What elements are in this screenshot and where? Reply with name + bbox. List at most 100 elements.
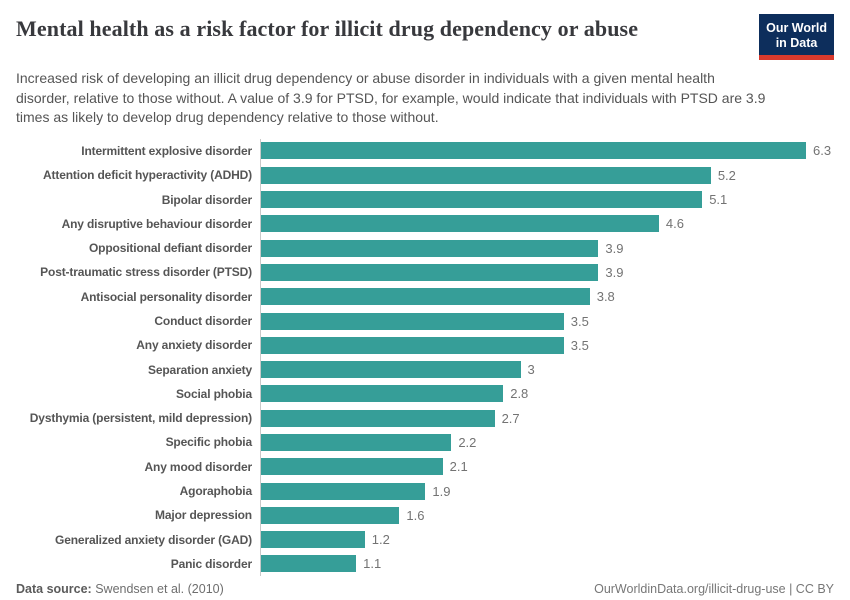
bar-track: 3.8: [260, 284, 834, 309]
value-label: 3.5: [570, 337, 589, 353]
chart-row: Dysthymia (persistent, mild depression) 2…: [16, 406, 834, 431]
bar-track: 3.5: [260, 333, 834, 358]
bar[interactable]: [261, 555, 357, 573]
category-label: Separation anxiety: [147, 362, 252, 377]
chart-row: Intermittent explosive disorder 6.3: [16, 138, 834, 164]
bar-track: 1.6: [260, 503, 834, 528]
bar[interactable]: [261, 142, 806, 160]
bar-track: 4.6: [260, 211, 834, 236]
value-label: 1.9: [432, 483, 451, 499]
value-label: 1.6: [406, 507, 425, 523]
bar-track: 2.7: [260, 406, 834, 431]
category-label: Generalized anxiety disorder (GAD): [55, 532, 252, 547]
category-label: Oppositional defiant disorder: [89, 241, 252, 256]
value-label: 2.8: [510, 386, 529, 402]
data-source-label: Data source:: [16, 582, 92, 597]
bar-track: 3.9: [260, 235, 834, 261]
bar[interactable]: [261, 433, 452, 451]
header: Mental health as a risk factor for illic…: [16, 14, 834, 60]
bar[interactable]: [261, 215, 659, 233]
bar-track: 3.9: [260, 260, 834, 285]
bar[interactable]: [261, 263, 599, 281]
category-label: Any disruptive behaviour disorder: [61, 216, 253, 231]
bar[interactable]: [261, 482, 426, 500]
category-label: Bipolar disorder: [161, 192, 252, 207]
bar-chart: Intermittent explosive disorder 6.3 Attent…: [16, 138, 834, 577]
category-label: Conduct disorder: [154, 314, 252, 328]
value-label: 1.1: [363, 556, 382, 572]
chart-row: Panic disorder 1.1: [16, 551, 834, 577]
chart-subtitle: Increased risk of developing an illicit …: [16, 70, 766, 126]
category-label: Panic disorder: [170, 556, 252, 571]
chart-row: Oppositional defiant disorder 3.9: [16, 235, 834, 261]
chart-row: Conduct disorder 3.5: [16, 308, 834, 334]
value-label: 2.1: [449, 459, 468, 475]
owid-logo: Our World in Data: [759, 14, 834, 60]
bar[interactable]: [261, 409, 495, 427]
bar-track: 2.8: [260, 381, 834, 407]
data-source-value: Swendsen et al. (2010): [91, 582, 224, 597]
bar-track: 1.2: [260, 527, 834, 552]
chart-rows: Intermittent explosive disorder 6.3 Attent…: [16, 138, 834, 577]
chart-row: Attention deficit hyperactivity (ADHD) 5.…: [16, 163, 834, 188]
bar-track: 1.1: [260, 551, 834, 577]
value-label: 5.1: [709, 192, 728, 208]
chart-row: Separation anxiety 3: [16, 357, 834, 382]
value-label: 3.8: [596, 289, 615, 305]
category-label: Dysthymia (persistent, mild depression): [29, 411, 252, 426]
bar[interactable]: [261, 288, 590, 306]
chart-row: Generalized anxiety disorder (GAD) 1.2: [16, 527, 834, 552]
bar[interactable]: [261, 531, 365, 549]
bar-track: 2.2: [260, 430, 834, 455]
owid-logo-line2: in Data: [775, 36, 818, 50]
chart-row: Any disruptive behaviour disorder 4.6: [16, 211, 834, 236]
bar-track: 3: [260, 357, 834, 382]
bar-track: 6.3: [260, 138, 834, 164]
category-label: Any mood disorder: [144, 459, 253, 474]
chart-row: Agoraphobia 1.9: [16, 478, 834, 504]
owid-logo-line1: Our World: [766, 21, 827, 35]
bar[interactable]: [261, 191, 703, 209]
value-label: 5.2: [717, 167, 736, 183]
category-label: Attention deficit hyperactivity (ADHD): [43, 168, 252, 183]
value-label: 4.6: [665, 216, 684, 232]
category-label: Antisocial personality disorder: [80, 289, 253, 304]
category-label: Specific phobia: [165, 435, 253, 450]
bar[interactable]: [261, 506, 400, 524]
bar[interactable]: [261, 166, 711, 184]
chart-row: Bipolar disorder 5.1: [16, 187, 834, 212]
value-label: 2.2: [458, 434, 477, 450]
data-source: Data source: Swendsen et al. (2010): [16, 582, 224, 596]
bar[interactable]: [261, 458, 443, 476]
category-label: Intermittent explosive disorder: [81, 143, 252, 158]
value-label: 3.5: [570, 313, 589, 329]
category-label: Major depression: [155, 508, 252, 523]
credit-link[interactable]: OurWorldinData.org/illicit-drug-use | CC…: [594, 582, 834, 597]
value-label: 6.3: [813, 143, 832, 159]
category-label: Any anxiety disorder: [136, 338, 252, 353]
bar-track: 5.2: [260, 163, 834, 188]
value-label: 1.2: [371, 532, 390, 548]
bar[interactable]: [261, 312, 564, 330]
category-label: Post-traumatic stress disorder (PTSD): [40, 265, 252, 280]
bar[interactable]: [261, 385, 504, 403]
value-label: 3.9: [605, 240, 624, 256]
page-title: Mental health as a risk factor for illic…: [16, 16, 639, 41]
chart-row: Post-traumatic stress disorder (PTSD) 3.9: [16, 260, 834, 285]
bar-track: 3.5: [260, 308, 834, 334]
chart-row: Specific phobia 2.2: [16, 430, 834, 455]
bar[interactable]: [261, 239, 599, 257]
category-label: Social phobia: [175, 386, 252, 401]
chart-row: Antisocial personality disorder 3.8: [16, 284, 834, 309]
chart-row: Major depression 1.6: [16, 503, 834, 528]
bar-track: 5.1: [260, 187, 834, 212]
value-label: 2.7: [501, 410, 520, 426]
value-label: 3.9: [605, 264, 624, 280]
category-label: Agoraphobia: [179, 484, 253, 499]
bar-track: 1.9: [260, 478, 834, 504]
bar[interactable]: [261, 361, 521, 379]
bar[interactable]: [261, 336, 564, 354]
footer: Data source: Swendsen et al. (2010) OurW…: [16, 576, 834, 596]
bar-track: 2.1: [260, 454, 834, 479]
